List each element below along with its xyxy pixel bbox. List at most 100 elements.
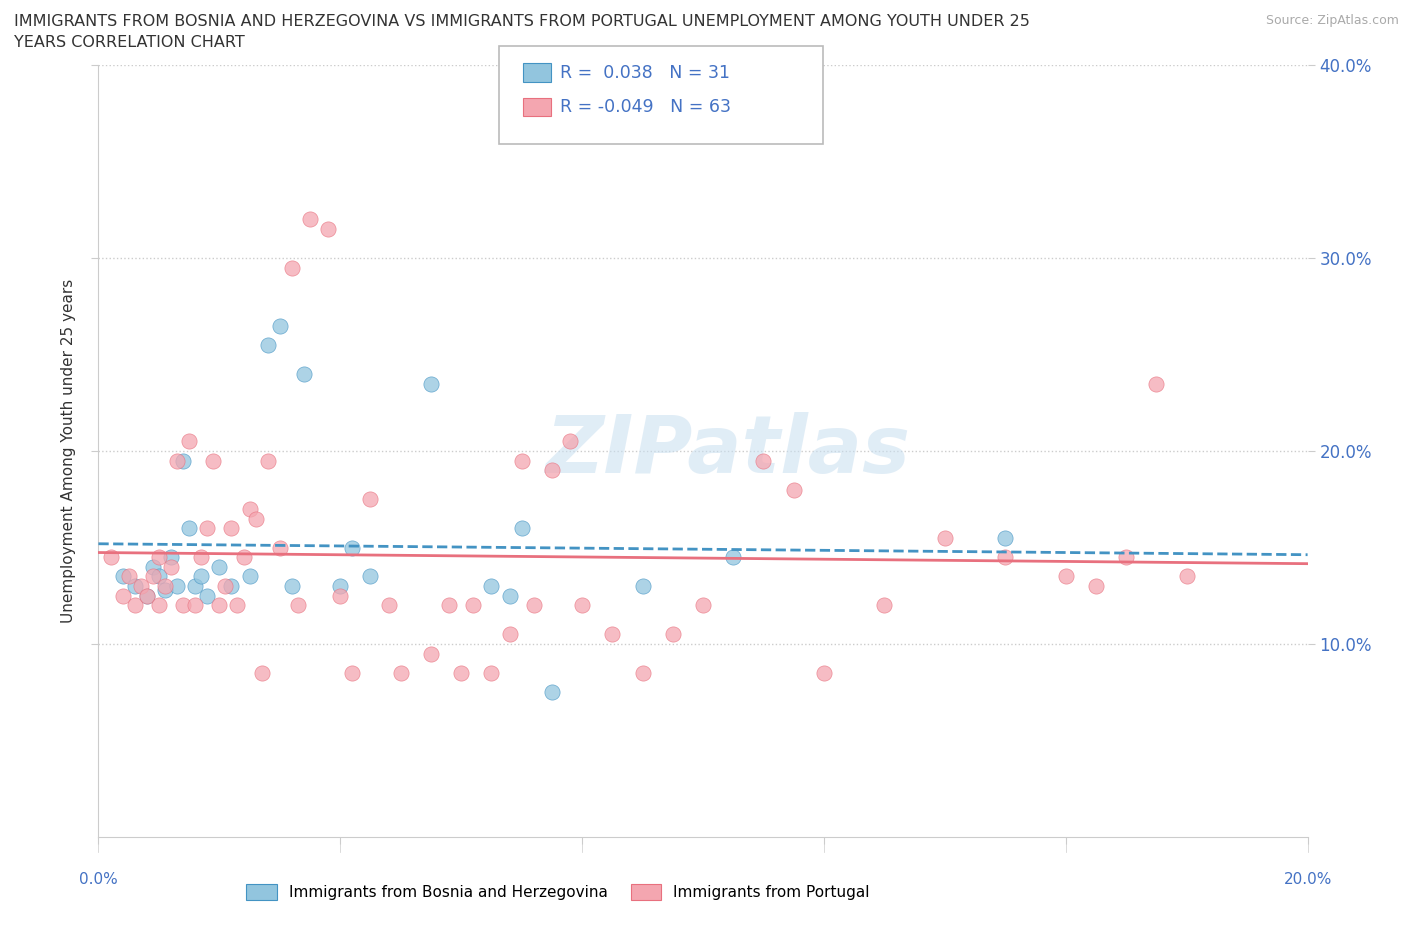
Point <box>329 578 352 593</box>
Text: Source: ZipAtlas.com: Source: ZipAtlas.com <box>1265 14 1399 27</box>
Point <box>813 666 835 681</box>
Legend: Immigrants from Bosnia and Herzegovina, Immigrants from Portugal: Immigrants from Bosnia and Herzegovina, … <box>240 878 876 907</box>
Point <box>1085 578 1108 593</box>
Point <box>245 512 267 526</box>
Point <box>661 627 683 642</box>
Text: IMMIGRANTS FROM BOSNIA AND HERZEGOVINA VS IMMIGRANTS FROM PORTUGAL UNEMPLOYMENT : IMMIGRANTS FROM BOSNIA AND HERZEGOVINA V… <box>14 14 1031 29</box>
Point <box>160 559 183 574</box>
Point <box>523 598 546 613</box>
Point <box>329 589 352 604</box>
Point <box>292 366 315 381</box>
Point <box>250 666 273 681</box>
Y-axis label: Unemployment Among Youth under 25 years: Unemployment Among Youth under 25 years <box>60 279 76 623</box>
Point <box>1175 569 1198 584</box>
Point <box>994 530 1017 545</box>
Point <box>184 598 207 613</box>
Point <box>166 453 188 468</box>
Point <box>153 582 176 597</box>
Point <box>111 589 134 604</box>
Text: ZIPatlas: ZIPatlas <box>544 412 910 490</box>
Point <box>153 578 176 593</box>
Point <box>129 578 152 593</box>
Point <box>752 453 775 468</box>
Point <box>172 598 194 613</box>
Point <box>450 666 472 681</box>
Point <box>208 598 231 613</box>
Point <box>269 540 291 555</box>
Point <box>481 578 503 593</box>
Point <box>179 521 201 536</box>
Text: R = -0.049   N = 63: R = -0.049 N = 63 <box>560 98 731 116</box>
Point <box>184 578 207 593</box>
Point <box>160 550 183 565</box>
Text: 20.0%: 20.0% <box>1284 871 1331 886</box>
Point <box>256 453 278 468</box>
Point <box>631 666 654 681</box>
Point <box>135 589 157 604</box>
Point <box>498 589 520 604</box>
Point <box>148 550 170 565</box>
Point <box>190 569 212 584</box>
Point <box>269 318 291 333</box>
Point <box>377 598 399 613</box>
Point <box>316 221 339 236</box>
Point <box>100 550 122 565</box>
Text: 0.0%: 0.0% <box>79 871 118 886</box>
Point <box>783 482 806 497</box>
Point <box>239 569 262 584</box>
Point <box>221 521 243 536</box>
Point <box>142 559 165 574</box>
Point <box>281 578 304 593</box>
Point <box>166 578 188 593</box>
Point <box>692 598 714 613</box>
Point <box>124 598 146 613</box>
Point <box>111 569 134 584</box>
Point <box>420 376 443 391</box>
Point <box>360 569 382 584</box>
Point <box>481 666 503 681</box>
Point <box>1146 376 1168 391</box>
Point <box>510 453 533 468</box>
Point <box>540 684 562 699</box>
Point <box>281 260 304 275</box>
Point <box>342 666 364 681</box>
Point <box>571 598 593 613</box>
Point <box>1115 550 1137 565</box>
Point <box>221 578 243 593</box>
Point <box>195 521 218 536</box>
Point <box>118 569 141 584</box>
Point <box>631 578 654 593</box>
Point <box>389 666 412 681</box>
Point <box>540 463 562 478</box>
Point <box>1054 569 1077 584</box>
Point <box>934 530 956 545</box>
Point <box>148 569 170 584</box>
Point <box>994 550 1017 565</box>
Point <box>510 521 533 536</box>
Point <box>226 598 249 613</box>
Point <box>558 434 581 449</box>
Point <box>360 492 382 507</box>
Point <box>342 540 364 555</box>
Point <box>172 453 194 468</box>
Point <box>232 550 254 565</box>
Point <box>195 589 218 604</box>
Point <box>202 453 225 468</box>
Point <box>208 559 231 574</box>
Point <box>723 550 745 565</box>
Point <box>498 627 520 642</box>
Point <box>214 578 236 593</box>
Point <box>179 434 201 449</box>
Point <box>239 501 262 516</box>
Point <box>602 627 624 642</box>
Text: R =  0.038   N = 31: R = 0.038 N = 31 <box>560 63 730 82</box>
Point <box>148 598 170 613</box>
Text: YEARS CORRELATION CHART: YEARS CORRELATION CHART <box>14 35 245 50</box>
Point <box>873 598 896 613</box>
Point <box>135 589 157 604</box>
Point <box>299 212 322 227</box>
Point <box>190 550 212 565</box>
Point <box>287 598 309 613</box>
Point <box>437 598 460 613</box>
Point <box>142 569 165 584</box>
